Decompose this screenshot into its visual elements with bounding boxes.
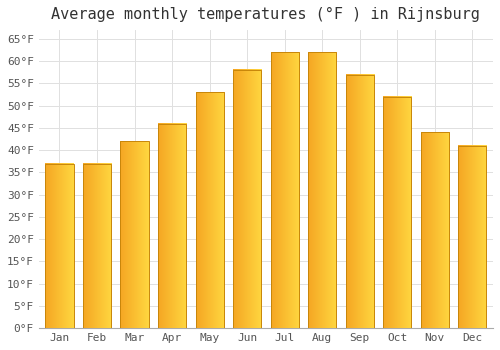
Bar (120, 141, 148, 328)
Bar (46, 163, 74, 328)
Bar (196, 92, 224, 328)
Bar (233, 70, 261, 328)
Bar (346, 75, 374, 328)
Bar (458, 146, 486, 328)
Title: Average monthly temperatures (°F ) in Rijnsburg: Average monthly temperatures (°F ) in Ri… (52, 7, 480, 22)
Bar (421, 132, 449, 328)
Bar (308, 52, 336, 328)
Bar (383, 97, 412, 328)
Bar (158, 124, 186, 328)
Bar (270, 52, 299, 328)
Bar (83, 163, 111, 328)
